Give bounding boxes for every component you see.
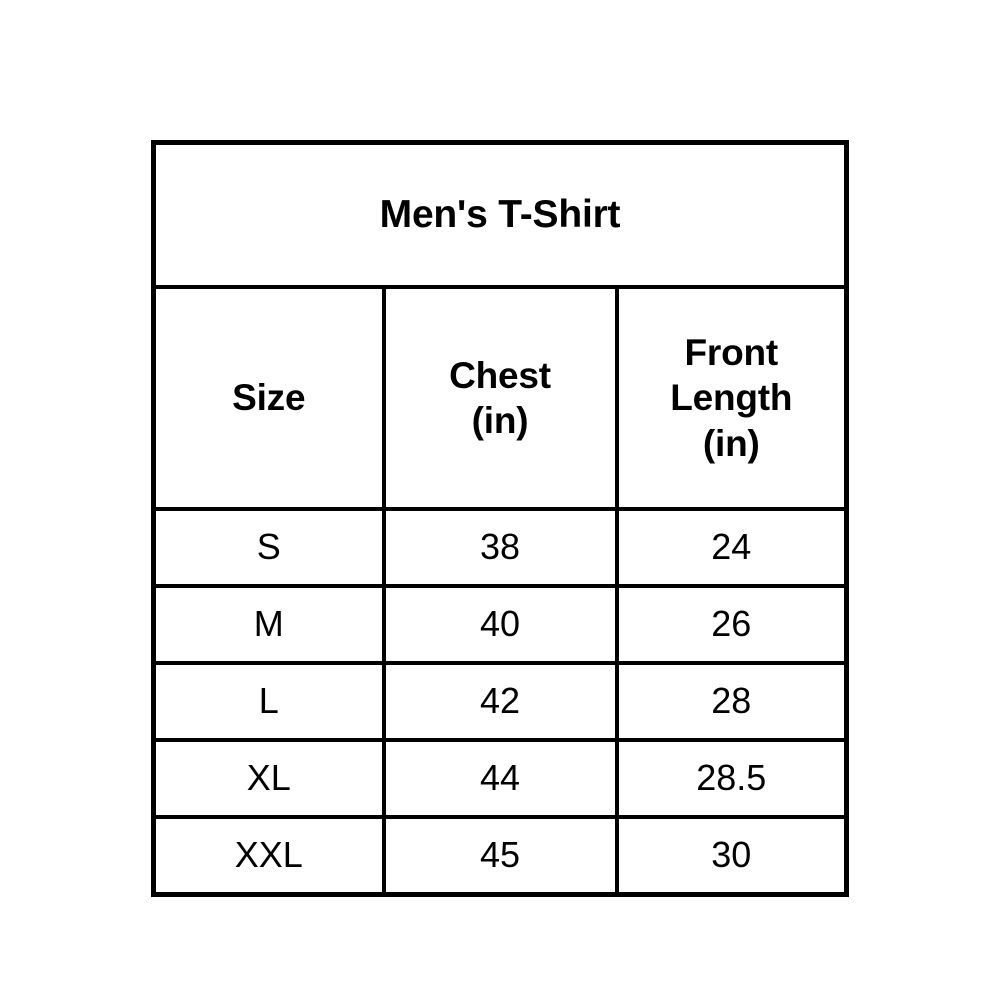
cell-front-length: 28 bbox=[614, 661, 849, 742]
column-header-front-length-line3: (in) bbox=[702, 422, 760, 464]
column-header-front-length-line1: Front bbox=[684, 332, 779, 374]
cell-size: XL bbox=[151, 738, 386, 819]
cell-chest: 40 bbox=[381, 584, 619, 665]
table-row: M 40 26 bbox=[151, 584, 849, 665]
cell-size: S bbox=[151, 507, 386, 588]
table-row: XXL 45 30 bbox=[151, 815, 849, 897]
table-header-row: Size Chest (in) Front Length (in) bbox=[151, 285, 849, 511]
table-row: XL 44 28.5 bbox=[151, 738, 849, 819]
table-row: S 38 24 bbox=[151, 507, 849, 588]
cell-chest: 42 bbox=[381, 661, 619, 742]
cell-chest: 45 bbox=[381, 815, 619, 897]
column-header-chest-line2: (in) bbox=[471, 400, 529, 441]
column-header-size-line1: Size bbox=[232, 377, 306, 419]
cell-chest: 38 bbox=[381, 507, 619, 588]
cell-front-length: 30 bbox=[614, 815, 849, 897]
column-header-size: Size bbox=[151, 285, 386, 511]
cell-front-length: 28.5 bbox=[614, 738, 849, 819]
column-header-chest: Chest (in) bbox=[381, 285, 619, 511]
cell-size: M bbox=[151, 584, 386, 665]
column-header-front-length-line2: Length bbox=[670, 377, 793, 419]
table-title-row: Men's T-Shirt bbox=[151, 140, 849, 289]
cell-chest: 44 bbox=[381, 738, 619, 819]
size-chart-table: Men's T-Shirt Size Chest (in) Front Leng… bbox=[151, 140, 850, 897]
cell-size: L bbox=[151, 661, 386, 742]
cell-size: XXL bbox=[151, 815, 386, 897]
size-chart-container: Men's T-Shirt Size Chest (in) Front Leng… bbox=[151, 140, 850, 897]
column-header-front-length: Front Length (in) bbox=[614, 285, 849, 511]
cell-front-length: 26 bbox=[614, 584, 849, 665]
table-row: L 42 28 bbox=[151, 661, 849, 742]
column-header-chest-line1: Chest bbox=[449, 354, 551, 396]
table-title: Men's T-Shirt bbox=[151, 140, 849, 289]
cell-front-length: 24 bbox=[614, 507, 849, 588]
